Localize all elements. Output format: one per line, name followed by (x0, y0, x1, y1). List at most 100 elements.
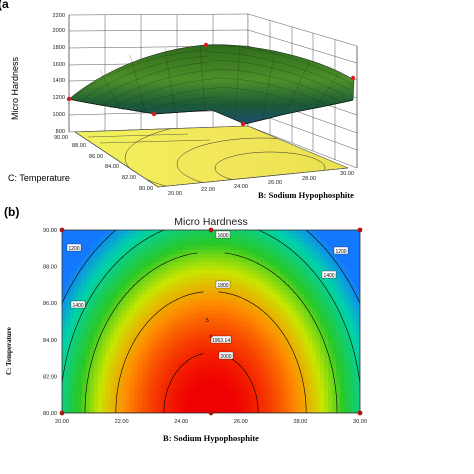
heatmap-cell (109, 297, 115, 303)
heatmap-cell (324, 345, 329, 350)
heatmap-cell (272, 353, 278, 358)
heatmap-cell (248, 289, 254, 295)
heatmap-cell (344, 285, 349, 291)
heatmap-cell (77, 297, 83, 303)
heatmap-cell (272, 329, 278, 335)
heatmap-cell (209, 253, 214, 259)
heatmap-cell (149, 233, 154, 239)
y-tick-label: 86.00 (43, 301, 57, 307)
heatmap-cell (264, 373, 270, 378)
heatmap-cell (332, 261, 337, 267)
heatmap-cell (304, 230, 309, 235)
heatmap-cell (308, 321, 313, 327)
heatmap-cell (304, 281, 309, 287)
heatmap-cell (224, 277, 230, 283)
heatmap-cell (149, 289, 154, 295)
heatmap-cell (256, 365, 262, 370)
heatmap-cell (129, 317, 135, 323)
heatmap-cell (81, 245, 87, 251)
heatmap-cell (316, 393, 321, 398)
heatmap-cell (85, 357, 91, 362)
heatmap-cell (312, 321, 317, 327)
heatmap-cell (336, 305, 341, 311)
heatmap-cell (336, 257, 341, 263)
heatmap-cell (300, 241, 305, 247)
heatmap-cell (73, 365, 79, 370)
heatmap-cell (260, 245, 266, 251)
heatmap-cell (252, 257, 258, 263)
heatmap-cell (65, 385, 71, 390)
heatmap-cell (296, 305, 301, 311)
heatmap-cell (276, 345, 282, 350)
heatmap-cell (193, 397, 198, 402)
heatmap-cell (62, 337, 67, 342)
heatmap-cell (129, 381, 135, 386)
heatmap-cell (212, 277, 218, 283)
heatmap-cell (205, 333, 210, 339)
heatmap-cell (316, 281, 321, 287)
heatmap-cell (328, 297, 333, 303)
heatmap-cell (300, 409, 305, 413)
heatmap-cell (169, 305, 174, 311)
heatmap-cell (129, 329, 135, 335)
heatmap-cell (348, 313, 353, 319)
heatmap-cell (248, 357, 254, 362)
heatmap-cell (288, 385, 294, 390)
heatmap-cell (185, 405, 190, 410)
heatmap-cell (101, 253, 107, 259)
heatmap-cell (137, 249, 143, 255)
heatmap-cell (137, 409, 143, 413)
heatmap-cell (125, 253, 131, 259)
heatmap-cell (181, 329, 186, 335)
heatmap-cell (272, 237, 278, 243)
heatmap-cell (228, 341, 234, 346)
heatmap-cell (157, 405, 162, 410)
heatmap-cell (185, 345, 190, 350)
heatmap-cell (236, 305, 242, 311)
heatmap-cell (316, 349, 321, 354)
heatmap-cell (316, 277, 321, 283)
heatmap-cell (344, 329, 349, 335)
heatmap-cell (133, 333, 139, 339)
heatmap-cell (193, 409, 198, 413)
heatmap-cell (161, 361, 166, 366)
heatmap-cell (125, 233, 131, 239)
heatmap-cell (93, 325, 99, 331)
heatmap-cell (177, 393, 182, 398)
heatmap-cell (296, 233, 301, 239)
heatmap-cell (232, 281, 238, 287)
heatmap-cell (300, 237, 305, 243)
heatmap-cell (89, 253, 95, 259)
heatmap-cell (260, 377, 266, 382)
heatmap-cell (344, 373, 349, 378)
heatmap-cell (340, 297, 345, 303)
heatmap-cell (113, 285, 119, 291)
heatmap-cell (328, 285, 333, 291)
heatmap-cell (101, 237, 107, 243)
heatmap-cell (316, 361, 321, 366)
heatmap-cell (244, 353, 250, 358)
heatmap-cell (236, 409, 242, 413)
heatmap-cell (252, 357, 258, 362)
heatmap-cell (228, 297, 234, 303)
heatmap-cell (232, 317, 238, 323)
heatmap-cell (133, 401, 139, 406)
heatmap-cell (81, 317, 87, 323)
heatmap-cell (280, 277, 286, 283)
heatmap-cell (236, 257, 242, 263)
heatmap-cell (77, 293, 83, 299)
heatmap-cell (137, 389, 143, 394)
heatmap-cell (117, 265, 123, 271)
heatmap-cell (101, 241, 107, 247)
heatmap-cell (129, 333, 135, 339)
heatmap-cell (316, 329, 321, 335)
heatmap-cell (193, 237, 198, 243)
heatmap-cell (280, 365, 286, 370)
heatmap-cell (121, 337, 127, 342)
heatmap-cell (109, 329, 115, 335)
heatmap-cell (284, 345, 290, 350)
heatmap-cell (276, 281, 282, 287)
heatmap-cell (272, 321, 278, 327)
heatmap-cell (268, 401, 274, 406)
heatmap-cell (105, 230, 111, 235)
